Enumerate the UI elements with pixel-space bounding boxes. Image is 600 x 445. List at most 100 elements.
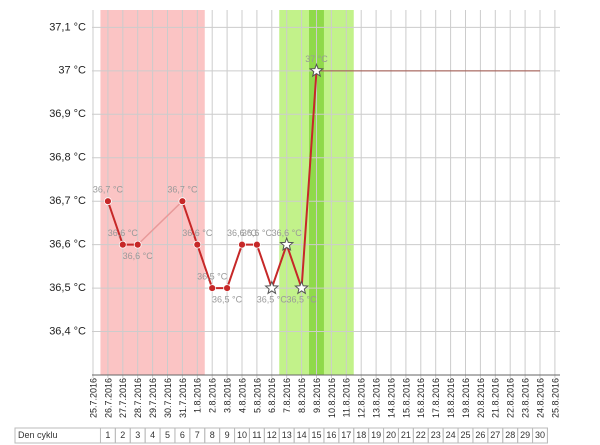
x-tick-label: 19.8.2016 [461,378,471,418]
x-tick-label: 5.8.2016 [252,378,262,413]
value-label: 36,6 °C [123,251,154,261]
value-label: 36,7 °C [93,185,124,195]
cycle-day: 7 [195,430,200,440]
point-star [279,236,295,252]
cycle-day: 17 [341,430,351,440]
x-tick-label: 28.7.2016 [133,378,143,418]
cycle-day-cell [532,427,548,444]
cycle-day: 29 [520,430,530,440]
point [118,240,127,249]
x-tick-label: 23.8.2016 [520,378,530,418]
cycle-day: 21 [401,430,411,440]
y-tick-label: 37,1 °C [49,21,86,33]
x-tick-label: 27.7.2016 [118,378,128,418]
cycle-day: 13 [282,430,292,440]
x-tick-label: 25.7.2016 [88,378,98,418]
value-label: 36,6 °C [227,228,258,238]
x-tick-label: 17.8.2016 [431,378,441,418]
cycle-day: 23 [431,430,441,440]
cycle-day: 1 [105,430,110,440]
gap-connector [137,200,183,246]
x-tick-label: 25.8.2016 [550,378,560,418]
y-tick-label: 36,7 °C [49,195,86,207]
y-tick-label: 36,5 °C [49,282,86,294]
x-tick-label: 13.8.2016 [371,378,381,418]
cycle-day: 19 [371,430,381,440]
point-star [308,62,325,78]
point [238,240,246,249]
x-tick-label: 15.8.2016 [401,378,411,418]
cycle-day: 14 [297,430,307,440]
cycle-day: 30 [535,430,545,440]
y-tick-label: 36,4 °C [49,325,86,337]
value-label: 36,6 °C [182,228,213,238]
x-tick-label: 26.7.2016 [103,378,113,418]
x-tick-label: 1.8.2016 [193,378,203,413]
y-tick-label: 36,9 °C [49,108,86,120]
value-label: 36,5 °C [197,271,228,281]
y-tick-label: 37 °C [58,65,86,77]
cycle-day: 5 [165,430,170,440]
value-label: 36,6 °C [108,228,139,238]
x-tick-label: 31.7.2016 [178,378,188,418]
cycle-day: 15 [311,430,321,440]
x-tick-label: 6.8.2016 [267,378,277,413]
cycle-day: 18 [356,430,366,440]
x-tick-label: 21.8.2016 [491,378,501,418]
value-label: 36,7 °C [167,185,198,195]
x-tick-label: 7.8.2016 [282,378,292,413]
x-tick-label: 20.8.2016 [476,378,486,418]
x-tick-label: 24.8.2016 [535,378,545,418]
x-tick-label: 30.7.2016 [163,378,173,418]
cycle-day: 10 [237,430,247,440]
cycle-day: 26 [475,430,485,440]
x-tick-label: 14.8.2016 [386,378,396,418]
point [193,240,202,249]
cycle-day: 28 [505,430,515,440]
point-star [294,280,310,295]
cycle-day: 12 [267,430,277,440]
x-tick-label: 11.8.2016 [342,378,352,417]
point [208,284,217,292]
point-star [264,280,280,295]
point [133,240,142,249]
x-tick-label: 10.8.2016 [327,378,337,418]
value-label: 36,5 °C [257,294,288,304]
y-tick-label: 36,8 °C [49,152,86,164]
cycle-day: 2 [120,430,125,440]
x-tick-label: 9.8.2016 [312,378,322,413]
cycle-day: 3 [135,430,140,440]
cycle-day: 11 [252,430,261,440]
x-tick-label: 18.8.2016 [446,378,456,418]
x-tick-label: 4.8.2016 [237,378,247,413]
x-tick-label: 16.8.2016 [416,378,426,418]
cycle-day: 16 [326,430,336,440]
value-label: 37 °C [305,54,328,64]
value-label: 36,5 °C [287,294,318,304]
y-tick-label: 36,6 °C [49,239,86,251]
x-tick-label: 3.8.2016 [222,378,232,413]
cycle-day: 4 [150,430,155,440]
cycle-day: 8 [210,430,215,440]
temperature-line [181,70,318,292]
point [223,284,232,292]
cycle-day: 27 [490,430,500,440]
x-tick-label: 12.8.2016 [357,378,367,418]
value-label: 36,6 °C [242,228,273,238]
cycle-day: 6 [180,430,185,440]
value-label: 36,6 °C [272,228,303,238]
x-tick-label: 22.8.2016 [506,378,516,418]
cycle-day: 25 [460,430,470,440]
cycle-day: 20 [386,430,396,440]
cycle-day: 9 [225,430,230,440]
point [178,197,187,206]
value-label: 36,5 °C [212,294,243,304]
point [104,197,112,206]
cycle-day-header: Den cyklu [18,430,58,440]
x-tick-label: 8.8.2016 [297,378,307,413]
cycle-day: 22 [416,430,426,440]
point [252,240,261,249]
cycle-day: 24 [446,430,456,440]
x-tick-label: 2.8.2016 [208,378,218,413]
